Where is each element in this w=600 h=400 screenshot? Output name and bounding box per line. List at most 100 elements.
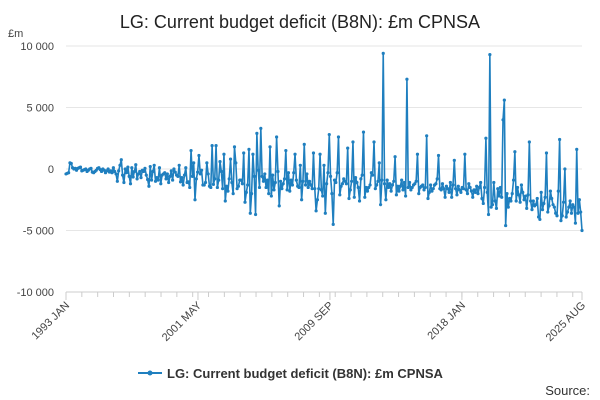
data-point[interactable] — [551, 203, 555, 207]
data-point[interactable] — [134, 163, 138, 167]
data-point[interactable] — [380, 178, 384, 182]
data-point[interactable] — [447, 190, 451, 194]
data-point[interactable] — [235, 187, 239, 191]
data-point[interactable] — [188, 185, 192, 190]
data-point[interactable] — [224, 184, 229, 188]
data-point[interactable] — [278, 179, 283, 183]
data-point[interactable] — [285, 188, 289, 192]
data-point[interactable] — [271, 173, 275, 177]
data-point[interactable] — [443, 195, 447, 199]
data-point[interactable] — [480, 196, 484, 201]
data-point[interactable] — [128, 182, 133, 186]
data-point[interactable] — [113, 169, 117, 174]
data-point[interactable] — [122, 180, 126, 185]
data-point[interactable] — [78, 165, 83, 169]
data-point[interactable] — [434, 182, 438, 186]
data-point[interactable] — [414, 179, 418, 183]
data-point[interactable] — [244, 190, 248, 194]
data-point[interactable] — [456, 184, 460, 188]
data-point[interactable] — [259, 126, 263, 131]
data-point[interactable] — [535, 196, 539, 201]
data-point[interactable] — [214, 144, 218, 148]
data-point[interactable] — [223, 199, 227, 203]
data-point[interactable] — [148, 164, 152, 169]
data-point[interactable] — [540, 207, 545, 212]
data-point[interactable] — [307, 179, 312, 183]
data-point[interactable] — [189, 148, 193, 153]
data-point[interactable] — [325, 182, 329, 186]
data-point[interactable] — [319, 188, 323, 192]
data-point[interactable] — [392, 179, 396, 183]
data-point[interactable] — [360, 173, 364, 177]
data-point[interactable] — [550, 196, 554, 201]
data-point[interactable] — [448, 180, 452, 185]
data-point[interactable] — [275, 135, 279, 139]
data-point[interactable] — [84, 167, 88, 171]
data-point[interactable] — [180, 176, 184, 180]
data-point[interactable] — [334, 180, 338, 185]
data-point[interactable] — [198, 172, 202, 176]
data-point[interactable] — [331, 222, 335, 226]
data-point[interactable] — [321, 194, 325, 198]
data-point[interactable] — [119, 158, 123, 162]
data-point[interactable] — [306, 185, 310, 190]
data-point[interactable] — [286, 171, 291, 175]
data-point[interactable] — [397, 189, 401, 193]
data-point[interactable] — [543, 195, 547, 199]
data-point[interactable] — [555, 214, 559, 218]
data-point[interactable] — [182, 173, 187, 177]
data-point[interactable] — [425, 134, 429, 138]
data-point[interactable] — [361, 130, 366, 134]
data-point[interactable] — [314, 209, 318, 213]
data-point[interactable] — [260, 174, 264, 178]
data-point[interactable] — [505, 192, 509, 196]
data-point[interactable] — [303, 183, 308, 187]
data-point[interactable] — [253, 212, 258, 217]
data-point[interactable] — [284, 148, 288, 153]
data-point[interactable] — [157, 166, 162, 170]
data-point[interactable] — [135, 177, 139, 181]
data-point[interactable] — [298, 163, 302, 167]
data-point[interactable] — [525, 206, 529, 210]
data-point[interactable] — [353, 176, 358, 180]
data-point[interactable] — [472, 188, 476, 192]
data-point[interactable] — [197, 153, 201, 158]
data-point[interactable] — [359, 177, 363, 181]
data-point[interactable] — [409, 188, 413, 192]
data-point[interactable] — [492, 180, 496, 185]
data-point[interactable] — [404, 194, 408, 198]
data-point[interactable] — [264, 185, 268, 190]
data-point[interactable] — [267, 192, 271, 196]
data-point[interactable] — [297, 185, 301, 190]
data-point[interactable] — [206, 172, 210, 176]
data-point[interactable] — [205, 161, 209, 165]
data-point[interactable] — [176, 174, 180, 178]
data-point[interactable] — [497, 194, 501, 198]
data-point[interactable] — [508, 196, 512, 201]
data-point[interactable] — [406, 185, 410, 190]
data-point[interactable] — [513, 150, 517, 154]
data-point[interactable] — [350, 179, 354, 183]
data-point[interactable] — [415, 152, 420, 156]
data-point[interactable] — [504, 223, 508, 228]
data-point[interactable] — [439, 188, 443, 192]
data-point[interactable] — [482, 185, 487, 190]
data-point[interactable] — [196, 170, 200, 174]
data-point[interactable] — [340, 182, 345, 186]
data-point[interactable] — [465, 192, 470, 196]
data-point[interactable] — [138, 169, 142, 174]
data-point[interactable] — [311, 151, 316, 155]
data-point[interactable] — [451, 183, 455, 187]
data-point[interactable] — [317, 187, 321, 191]
data-point[interactable] — [471, 195, 475, 199]
data-point[interactable] — [330, 192, 334, 196]
data-point[interactable] — [240, 182, 244, 186]
data-point[interactable] — [379, 203, 383, 207]
data-point[interactable] — [407, 180, 412, 185]
data-point[interactable] — [236, 184, 241, 188]
data-point[interactable] — [163, 171, 167, 175]
data-point[interactable] — [344, 182, 348, 186]
data-point[interactable] — [454, 187, 458, 191]
data-point[interactable] — [309, 183, 313, 187]
data-point[interactable] — [468, 185, 472, 190]
